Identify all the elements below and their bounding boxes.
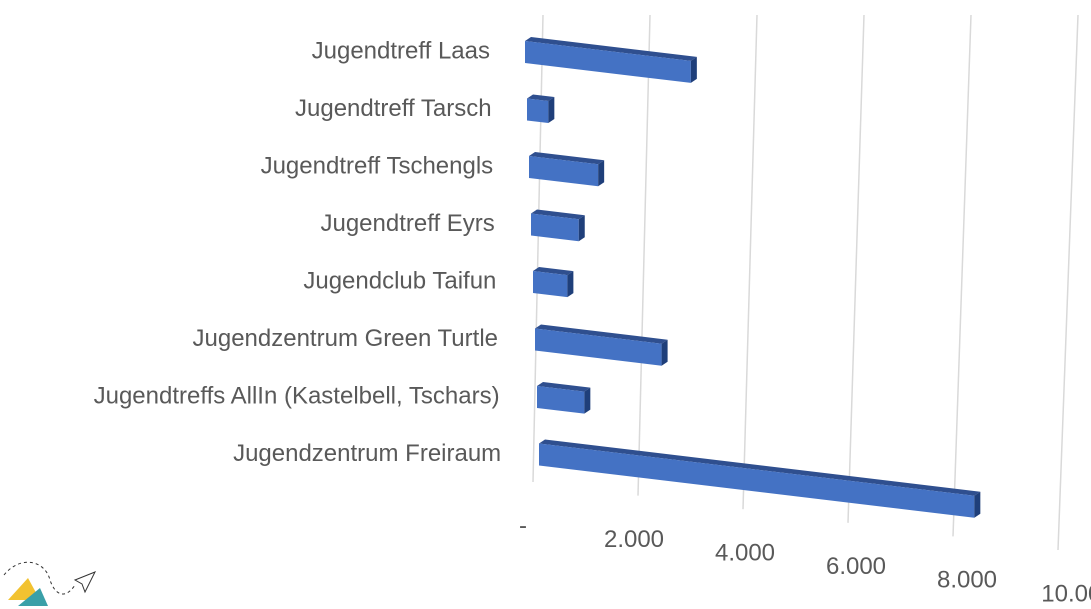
grid-line — [952, 14, 972, 537]
bar — [533, 271, 568, 298]
logo-icon — [3, 561, 97, 606]
bar — [531, 213, 579, 242]
x-tick-label: 10.000 — [1041, 580, 1091, 607]
bar-side — [578, 215, 585, 242]
grid-line — [532, 14, 544, 483]
bar — [539, 443, 975, 518]
bar-side — [567, 271, 574, 298]
bar-top — [525, 37, 697, 61]
y-tick-label: Jugendtreff Laas — [312, 37, 490, 64]
bar-side — [974, 491, 981, 518]
bar-top — [537, 382, 591, 392]
bar-top — [527, 94, 555, 102]
bar-top — [529, 152, 605, 165]
grid-line — [637, 14, 651, 496]
y-tick-label: Jugendtreff Eyrs — [320, 210, 494, 237]
grid-line — [1057, 14, 1079, 551]
y-tick-label: Jugendzentrum Green Turtle — [193, 325, 499, 352]
bar-top — [531, 209, 585, 220]
bar — [537, 386, 585, 414]
x-tick-label: 8.000 — [937, 567, 997, 594]
y-tick-label: Jugendtreff Tarsch — [295, 95, 492, 122]
bar-top — [535, 324, 668, 344]
y-tick-label: Jugendtreffs AllIn (Kastelbell, Tschars) — [94, 382, 500, 409]
bar-side — [584, 387, 591, 414]
y-tick-label: Jugendtreff Tschengls — [261, 152, 494, 179]
bar-top — [539, 439, 981, 496]
x-tick-label: 2.000 — [604, 526, 664, 553]
bar — [527, 98, 549, 124]
bar-side — [548, 97, 555, 124]
x-tick-label: 6.000 — [826, 553, 886, 580]
grid-line — [742, 14, 758, 510]
bar-side — [598, 160, 605, 187]
y-tick-label: Jugendzentrum Freiraum — [233, 440, 501, 467]
bar-side — [661, 339, 668, 366]
grid-line — [847, 14, 865, 523]
bar — [535, 328, 662, 366]
bar-side — [690, 56, 697, 83]
x-tick-label: - — [519, 512, 527, 539]
x-tick-label: 4.000 — [715, 540, 775, 567]
bar-top — [533, 267, 574, 276]
y-tick-label: Jugendclub Taifun — [303, 267, 496, 294]
bar — [529, 156, 599, 187]
bar — [525, 41, 691, 83]
